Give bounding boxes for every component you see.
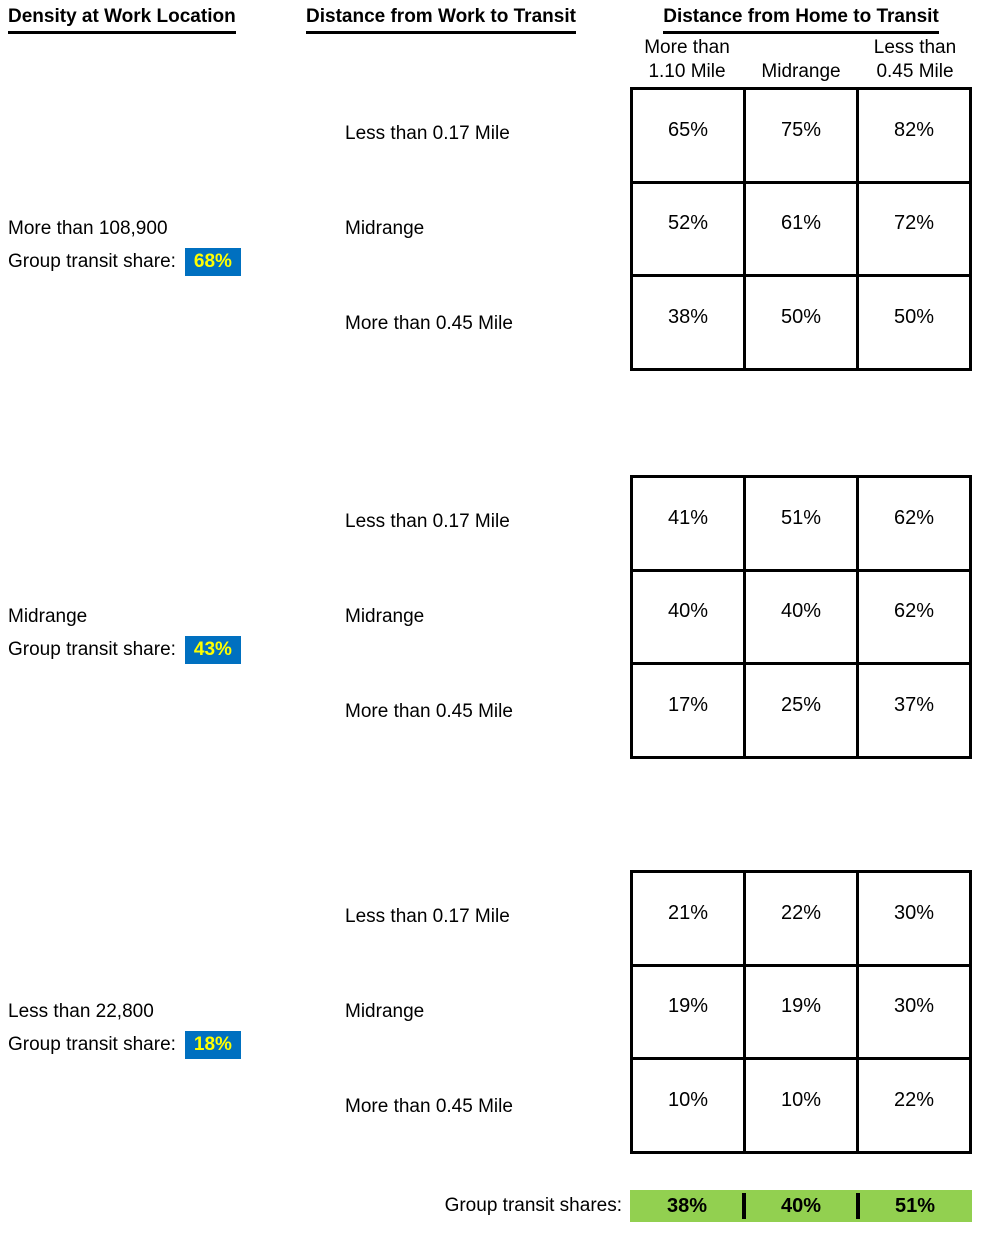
matrix-cell: 52% — [633, 183, 743, 275]
matrix-cell: 30% — [859, 873, 969, 964]
home-transit-column-header-text: Distance from Home to Transit — [663, 6, 939, 34]
subheader-more-than-110-mile: More than 1.10 Mile — [630, 36, 744, 84]
matrix-cell: 72% — [859, 183, 969, 275]
subheader-line: Midrange — [761, 61, 841, 82]
work-distance-row-labels: Less than 0.17 Mile Midrange More than 0… — [345, 870, 605, 1154]
home-transit-column-header: Distance from Home to Transit — [630, 6, 972, 34]
subheader-midrange: Midrange — [744, 36, 858, 84]
matrix-cell: 21% — [633, 873, 743, 964]
home-transit-subheaders: More than 1.10 Mile Midrange Less than 0… — [630, 36, 972, 84]
transit-share-matrix: 41% 51% 62% 40% 40% 62% 17% 25% 37% — [630, 475, 972, 759]
matrix-cell: 38% — [633, 277, 743, 368]
matrix-cell: 41% — [633, 478, 743, 569]
subheader-line — [744, 36, 858, 60]
work-distance-row-label: Midrange — [345, 1001, 425, 1022]
group-share-badge: 68% — [184, 247, 241, 276]
work-distance-row-labels: Less than 0.17 Mile Midrange More than 0… — [345, 87, 605, 371]
work-distance-row-label: Midrange — [345, 218, 425, 239]
density-value-label: Midrange — [8, 606, 88, 627]
subheader-line: More than — [644, 37, 730, 58]
matrix-cell: 10% — [746, 1060, 856, 1151]
matrix-cell: 37% — [859, 665, 969, 756]
density-group-label-block: Midrange Group transit share: 43% — [8, 600, 241, 666]
group-share-label: Group transit share: — [8, 639, 176, 660]
group-share-line: Group transit share: 18% — [8, 1028, 241, 1061]
work-distance-row-label: Less than 0.17 Mile — [345, 511, 510, 533]
density-group-label-block: More than 108,900 Group transit share: 6… — [8, 212, 241, 278]
matrix-cell: 61% — [746, 183, 856, 275]
totals-bar: 38% 40% 51% — [630, 1190, 972, 1222]
matrix-cell: 17% — [633, 665, 743, 756]
matrix-cell: 25% — [746, 665, 856, 756]
matrix-cell: 62% — [859, 571, 969, 663]
subheader-line: 0.45 Mile — [876, 61, 954, 82]
density-column-header: Density at Work Location — [8, 6, 236, 34]
work-distance-row-label: Less than 0.17 Mile — [345, 123, 510, 145]
matrix-cell: 30% — [859, 966, 969, 1058]
density-column-header-text: Density at Work Location — [8, 6, 236, 34]
matrix-cell: 62% — [859, 478, 969, 569]
matrix-cell: 75% — [746, 90, 856, 181]
matrix-cell: 19% — [746, 966, 856, 1058]
totals-cell: 51% — [856, 1190, 972, 1222]
group-share-line: Group transit share: 43% — [8, 633, 241, 666]
subheader-line: Less than — [873, 37, 957, 58]
transit-share-matrix: 21% 22% 30% 19% 19% 30% 10% 10% 22% — [630, 870, 972, 1154]
work-distance-row-label: Midrange — [345, 606, 425, 627]
work-transit-column-header: Distance from Work to Transit — [306, 6, 576, 34]
work-distance-row-label: Less than 0.17 Mile — [345, 906, 510, 928]
subheader-line: 1.10 Mile — [648, 61, 726, 82]
transit-share-matrix: 65% 75% 82% 52% 61% 72% 38% 50% 50% — [630, 87, 972, 371]
group-share-label: Group transit share: — [8, 251, 176, 272]
work-distance-row-label: More than 0.45 Mile — [345, 312, 513, 334]
work-distance-row-label: More than 0.45 Mile — [345, 1095, 513, 1117]
work-transit-column-header-text: Distance from Work to Transit — [306, 6, 576, 34]
group-share-line: Group transit share: 68% — [8, 245, 241, 278]
density-group-low: Less than 22,800 Group transit share: 18… — [0, 870, 981, 1154]
density-value-label: More than 108,900 — [8, 218, 168, 239]
matrix-cell: 40% — [746, 571, 856, 663]
totals-cell: 38% — [666, 1194, 708, 1217]
matrix-cell: 50% — [746, 277, 856, 368]
work-distance-row-labels: Less than 0.17 Mile Midrange More than 0… — [345, 475, 605, 759]
group-share-badge: 18% — [184, 1030, 241, 1059]
group-share-label: Group transit share: — [8, 1034, 176, 1055]
totals-cell: 40% — [742, 1190, 858, 1222]
group-share-badge: 43% — [184, 635, 241, 664]
column-totals-row: Group transit shares: 38% 40% 51% — [0, 1190, 981, 1222]
density-group-midrange: Midrange Group transit share: 43% Less t… — [0, 475, 981, 759]
matrix-cell: 65% — [633, 90, 743, 181]
density-value-label: Less than 22,800 — [8, 1001, 154, 1022]
matrix-cell: 51% — [746, 478, 856, 569]
matrix-cell: 40% — [633, 571, 743, 663]
matrix-cell: 22% — [746, 873, 856, 964]
matrix-cell: 10% — [633, 1060, 743, 1151]
totals-label: Group transit shares: — [444, 1195, 622, 1216]
matrix-cell: 50% — [859, 277, 969, 368]
matrix-cell: 19% — [633, 966, 743, 1058]
matrix-cell: 22% — [859, 1060, 969, 1151]
density-group-label-block: Less than 22,800 Group transit share: 18… — [8, 995, 241, 1061]
subheader-less-than-045-mile: Less than 0.45 Mile — [858, 36, 972, 84]
work-distance-row-label: More than 0.45 Mile — [345, 700, 513, 722]
matrix-cell: 82% — [859, 90, 969, 181]
density-group-high: More than 108,900 Group transit share: 6… — [0, 87, 981, 371]
